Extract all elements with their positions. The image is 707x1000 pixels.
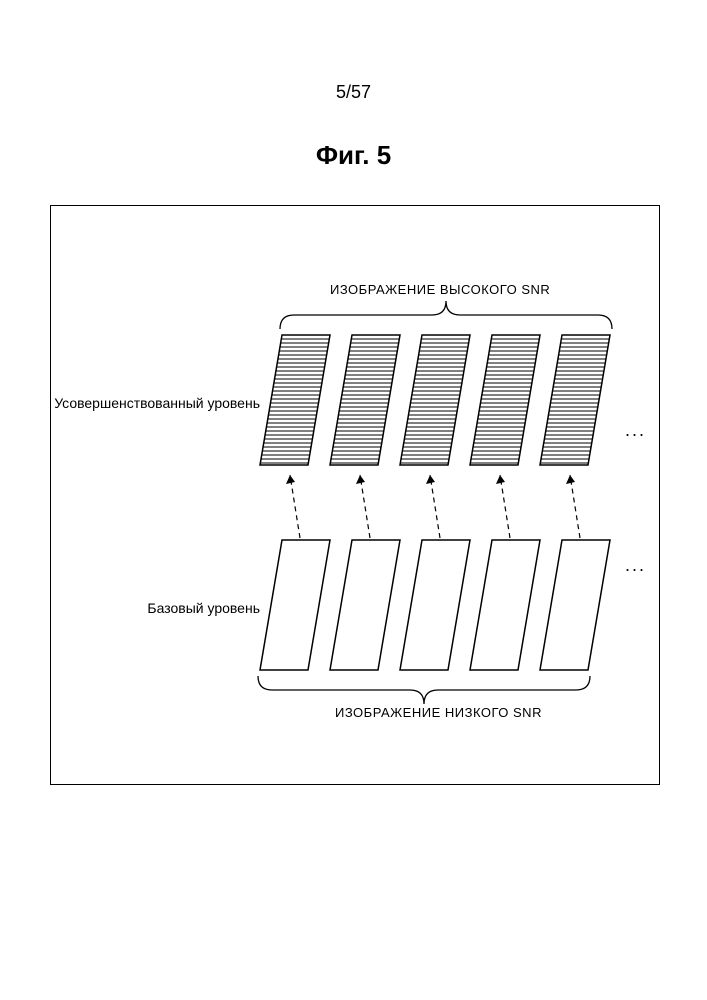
page: 5/57 Фиг. 5 ИЗОБРАЖЕНИЕ ВЫСОКОГО SNR Усо…: [0, 0, 707, 1000]
diagram-svg: [0, 0, 707, 1000]
